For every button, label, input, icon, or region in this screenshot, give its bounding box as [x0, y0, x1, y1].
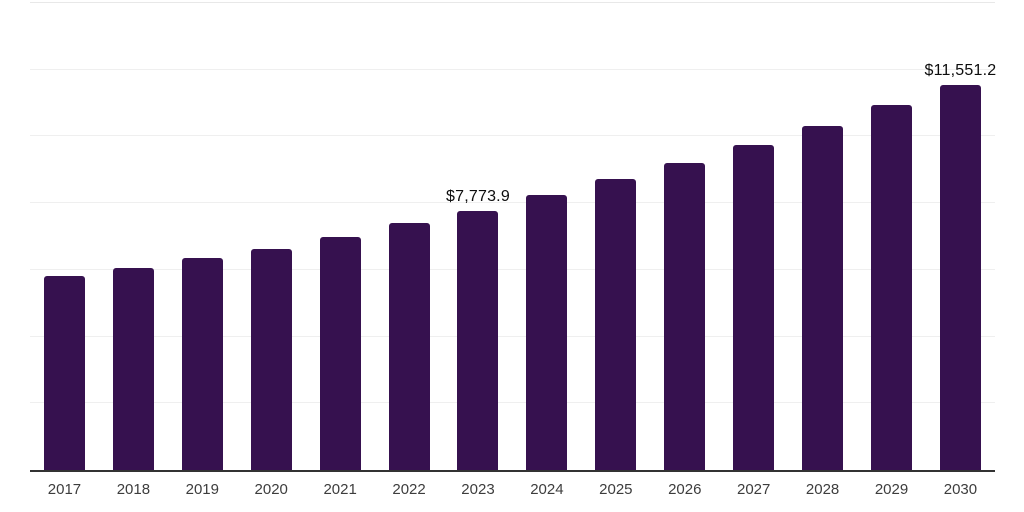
- x-tick-2026: 2026: [668, 481, 702, 498]
- bar-2028[interactable]: [802, 125, 844, 470]
- bar-2019[interactable]: [181, 258, 223, 470]
- value-label-2030: $11,551.2: [924, 61, 997, 79]
- bar-2021[interactable]: [319, 236, 361, 470]
- x-tick-2021: 2021: [323, 481, 357, 498]
- x-axis-labels: 2017 2018 2019 2020 2021 2022 2023 2024 2025 2026…: [30, 481, 995, 498]
- bar-slot-2020: [237, 3, 306, 470]
- x-tick-2028: 2028: [805, 481, 840, 498]
- x-tick-2018: 2018: [116, 481, 151, 498]
- x-tick-2025: 2025: [599, 481, 633, 498]
- bar-slot-2017: [30, 3, 99, 470]
- bar-slot-2021: [306, 3, 375, 470]
- bar-slot-2030: $11,551.2: [925, 3, 996, 470]
- bar-slot-2018: [99, 3, 168, 470]
- plot-area: $7,773.9 $11,551.2: [30, 2, 996, 472]
- x-tick-2019: 2019: [185, 481, 219, 498]
- x-tick-2017: 2017: [47, 481, 82, 498]
- x-tick-2030: 2030: [943, 481, 978, 498]
- bar-2027[interactable]: [733, 144, 775, 470]
- bar-2026[interactable]: [664, 162, 706, 470]
- bar-2017[interactable]: [43, 275, 85, 470]
- bar-2022[interactable]: [388, 223, 430, 470]
- bar-2024[interactable]: [526, 195, 568, 470]
- bar-slot-2026: [650, 3, 719, 470]
- bar-slot-2023: $7,773.9: [444, 3, 513, 470]
- bar-2023[interactable]: $7,773.9: [446, 188, 510, 470]
- bar-2030[interactable]: $11,551.2: [925, 62, 996, 470]
- value-label-2023: $7,773.9: [446, 187, 510, 205]
- x-tick-2024: 2024: [530, 481, 564, 498]
- bar-2025[interactable]: [595, 179, 637, 470]
- bar-slot-2019: [168, 3, 237, 470]
- bar-2029[interactable]: [871, 105, 913, 470]
- bar-slot-2022: [375, 3, 444, 470]
- x-tick-2023: 2023: [461, 481, 495, 498]
- bar-slot-2024: [512, 3, 581, 470]
- bar-slot-2028: [788, 3, 857, 470]
- bar-2018[interactable]: [112, 267, 154, 470]
- bar-slot-2027: [719, 3, 788, 470]
- x-tick-2022: 2022: [392, 481, 426, 498]
- x-tick-2029: 2029: [874, 481, 909, 498]
- x-tick-2027: 2027: [736, 481, 771, 498]
- bar-slot-2029: [857, 3, 926, 470]
- x-tick-2020: 2020: [254, 481, 288, 498]
- bar-2020[interactable]: [250, 249, 292, 470]
- bar-slot-2025: [581, 3, 650, 470]
